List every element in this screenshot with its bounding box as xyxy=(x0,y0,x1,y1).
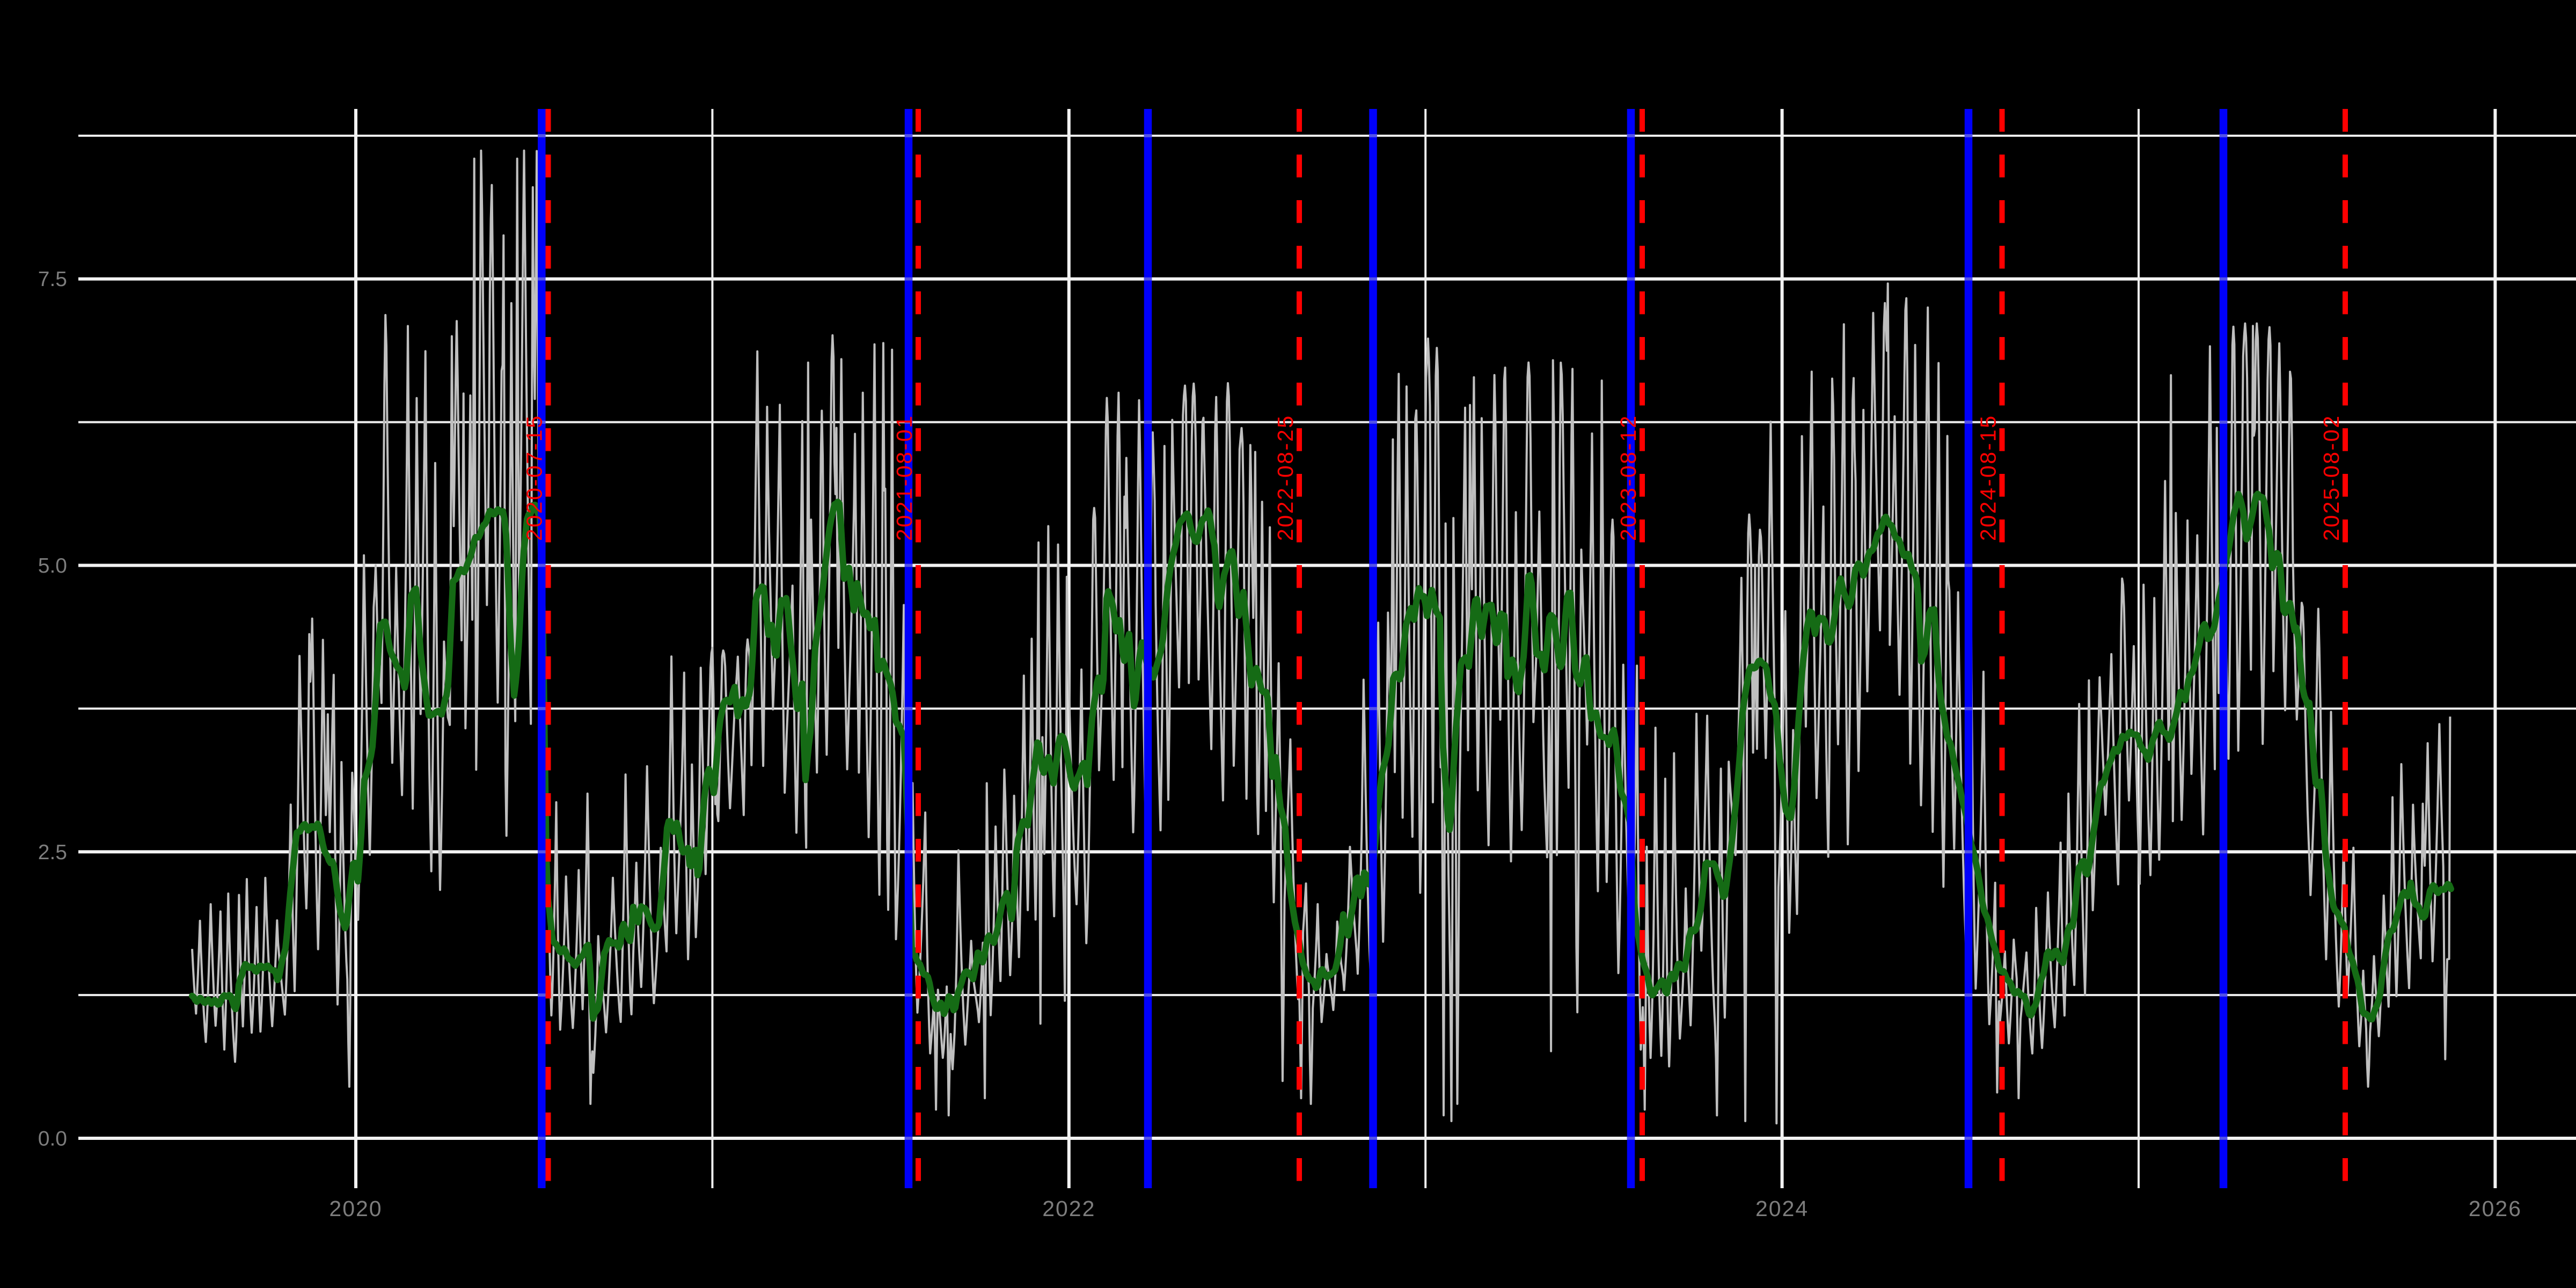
svg-text:2022-08-25: 2022-08-25 xyxy=(1273,414,1298,541)
svg-text:0.0: 0.0 xyxy=(38,1128,67,1151)
svg-text:2021-08-01: 2021-08-01 xyxy=(892,414,917,541)
svg-text:2024: 2024 xyxy=(1755,1196,1809,1221)
svg-text:2.5: 2.5 xyxy=(38,841,67,864)
svg-text:2020: 2020 xyxy=(329,1196,382,1221)
svg-text:2023-08-12: 2023-08-12 xyxy=(1616,414,1641,541)
svg-text:2026: 2026 xyxy=(2469,1196,2522,1221)
svg-text:2024-08-15: 2024-08-15 xyxy=(1976,414,2001,541)
svg-text:7.5: 7.5 xyxy=(38,268,67,291)
svg-text:2025-08-02: 2025-08-02 xyxy=(2319,414,2344,541)
svg-text:5.0: 5.0 xyxy=(38,554,67,577)
svg-text:2022: 2022 xyxy=(1042,1196,1095,1221)
svg-text:2020-07-15: 2020-07-15 xyxy=(522,414,547,541)
